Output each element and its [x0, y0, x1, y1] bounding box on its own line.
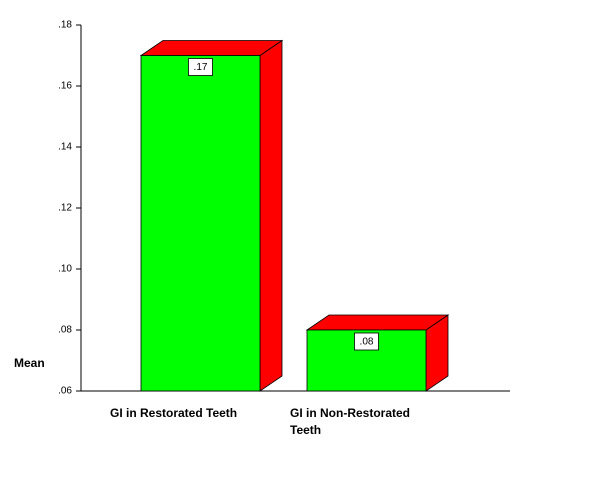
y-tick-label: .16	[58, 81, 72, 92]
value-label-box	[188, 58, 213, 76]
bar	[140, 55, 261, 392]
y-tick-label: .08	[58, 325, 72, 336]
y-tick-label: .12	[58, 203, 72, 214]
value-label: .08	[360, 337, 374, 348]
bar-side	[259, 39, 283, 392]
x-tick-label: GI in Restorated Teeth	[110, 406, 238, 420]
bar-top	[305, 314, 450, 331]
y-tick-label: .10	[58, 264, 72, 275]
y-tick-label: .14	[58, 142, 72, 153]
y-tick-label: .06	[58, 386, 72, 397]
y-axis-label: Mean	[14, 356, 45, 370]
value-label: .17	[194, 62, 208, 73]
y-tick-label: .18	[58, 20, 72, 31]
bar-top	[139, 40, 284, 56]
value-label-box	[354, 332, 379, 351]
x-tick-label: GI in Non-Restorated Teeth	[290, 406, 411, 437]
